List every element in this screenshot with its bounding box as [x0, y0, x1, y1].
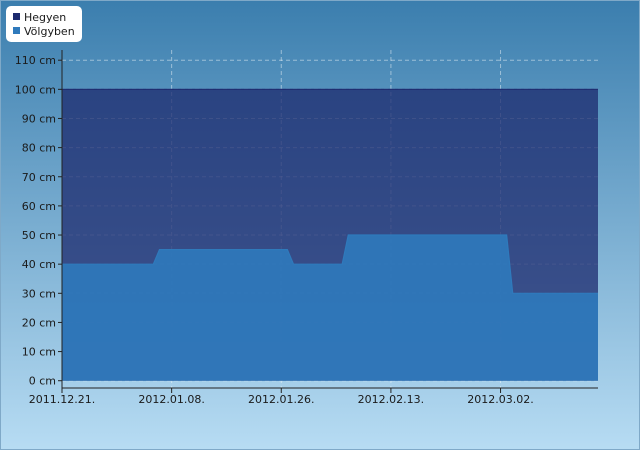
legend-label: Völgyben [24, 25, 75, 38]
area [62, 235, 598, 381]
y-tick-label: 20 cm [22, 316, 56, 329]
y-tick-label: 10 cm [22, 346, 56, 359]
x-tick-label: 2012.01.08. [138, 393, 204, 406]
y-tick-label: 0 cm [29, 375, 56, 388]
legend-swatch [13, 27, 20, 34]
y-tick-label: 30 cm [22, 287, 56, 300]
x-tick-label: 2012.03.02. [467, 393, 533, 406]
legend-swatch [13, 13, 20, 20]
x-tick-label: 2012.01.26. [248, 393, 314, 406]
legend-box [6, 6, 82, 42]
y-tick-label: 80 cm [22, 142, 56, 155]
y-tick-label: 110 cm [15, 54, 56, 67]
y-tick-label: 40 cm [22, 258, 56, 271]
line [62, 234, 598, 294]
legend-label: Hegyen [24, 11, 66, 24]
y-tick-label: 70 cm [22, 171, 56, 184]
y-tick-label: 90 cm [22, 112, 56, 125]
plot-area: 0 cm 10 cm 20 cm 30 cm 40 cm 50 cm 60 cm 70 cm 8… [15, 50, 598, 406]
x-tick-label: 2012.02.13. [358, 393, 424, 406]
y-tick-label: 60 cm [22, 200, 56, 213]
y-tick-label: 100 cm [15, 83, 56, 96]
x-tick-label: 2011.12.21. [29, 393, 95, 406]
y-tick-label: 50 cm [22, 229, 56, 242]
